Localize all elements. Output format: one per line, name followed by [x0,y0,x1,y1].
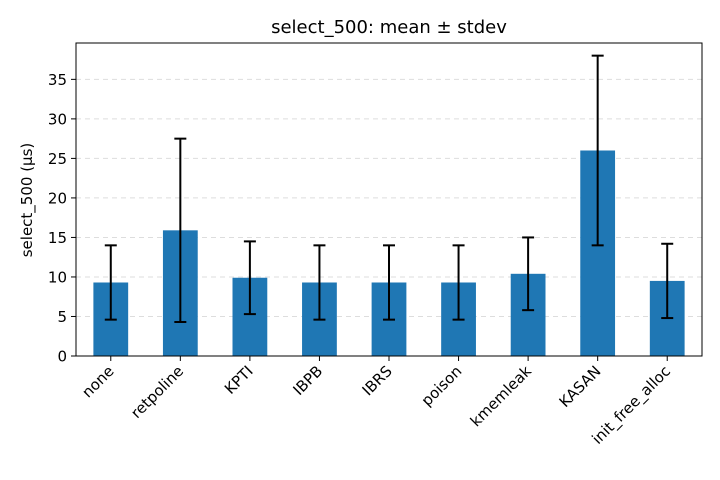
error-bars [104,54,674,324]
y-tick-label: 0 [57,348,67,366]
y-axis-label: select_500 (µs) [18,143,37,258]
y-tick-label: 35 [48,71,67,89]
y-tick-label: 5 [57,308,67,326]
chart-title: select_500: mean ± stdev [271,17,507,38]
y-tick-label: 20 [48,189,67,207]
y-tick-label: 15 [48,229,67,247]
y-tick-label: 10 [48,268,67,286]
y-tick-label: 30 [48,110,67,128]
y-axis: 0 5 10 15 20 25 30 35 [48,71,76,366]
y-tick-label: 25 [48,150,67,168]
